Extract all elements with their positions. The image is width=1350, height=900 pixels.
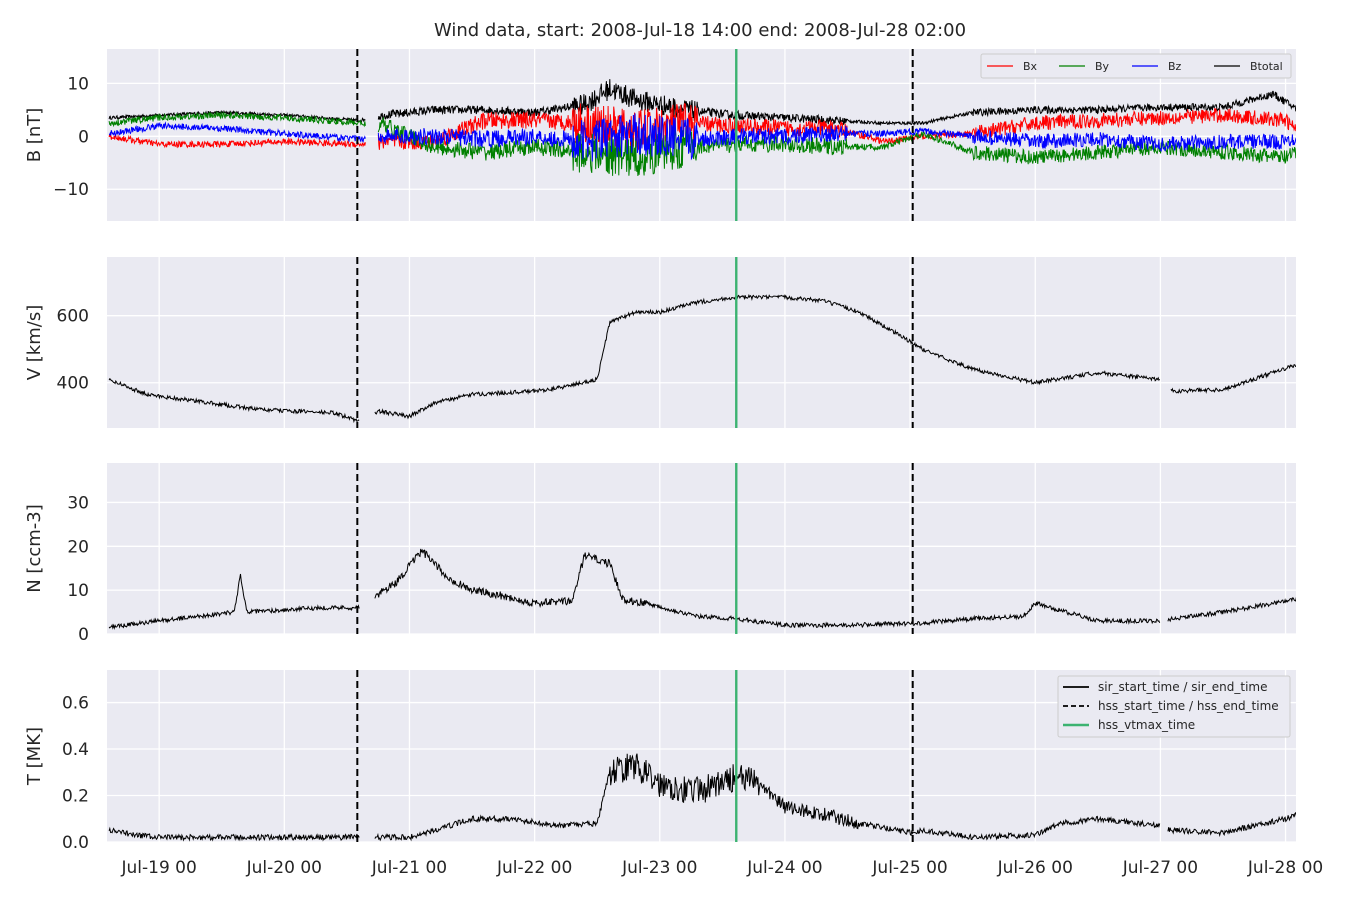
y-tick-label: 0.4	[62, 740, 89, 760]
series-bx-line	[108, 102, 1296, 150]
y-tick-label: 10	[67, 74, 89, 94]
series-v-line	[108, 293, 1296, 424]
series-n-line	[108, 548, 1296, 630]
legend-label: hss_vtmax_time	[1098, 718, 1195, 732]
y-tick-label: 20	[67, 537, 89, 557]
plot-background	[107, 257, 1296, 428]
y-tick-label: 10	[67, 581, 89, 601]
x-tick-label: Jul-27 00	[1122, 858, 1198, 878]
x-tick-label: Jul-26 00	[997, 858, 1073, 878]
y-tick-label: 0.2	[62, 787, 89, 807]
y-tick-label: 600	[57, 307, 89, 327]
legend-frame	[1057, 675, 1291, 738]
y-tick-label: 0	[78, 127, 89, 147]
series-bz-line	[108, 113, 1296, 162]
y-tick-label: 400	[57, 374, 89, 394]
legend-label: Btotal	[1250, 60, 1283, 73]
y-axis-label: T [MK]	[24, 727, 45, 786]
y-axis-label: N [ccm-3]	[24, 504, 45, 593]
legend-label: hss_start_time / hss_end_time	[1098, 699, 1279, 713]
x-tick-label: Jul-19 00	[120, 858, 196, 878]
series-t-line	[108, 753, 1296, 842]
y-tick-label: 0.6	[62, 694, 89, 714]
legend-label: Bz	[1168, 60, 1182, 73]
x-tick-label: Jul-24 00	[746, 858, 822, 878]
legend-label: By	[1095, 60, 1110, 73]
y-axis-label: B [nT]	[24, 108, 45, 163]
legend-b: Bx By Bz Btotal	[980, 53, 1292, 79]
y-tick-label: −10	[53, 180, 89, 200]
x-tick-label: Jul-22 00	[496, 858, 572, 878]
chart-title: Wind data, start: 2008-Jul-18 14:00 end:…	[434, 20, 966, 41]
y-tick-label: 30	[67, 493, 89, 513]
x-tick-label: Jul-28 00	[1247, 858, 1323, 878]
legend-label: sir_start_time / sir_end_time	[1098, 680, 1268, 694]
x-tick-label: Jul-23 00	[621, 858, 697, 878]
x-tick-label: Jul-20 00	[246, 858, 322, 878]
series-btotal-line	[108, 79, 1296, 127]
y-axis-label: V [km/s]	[24, 305, 45, 380]
y-tick-label: 0.0	[62, 833, 89, 853]
x-tick-label: Jul-25 00	[871, 858, 947, 878]
panel-V: 600 400 V [km/s]	[24, 257, 1296, 428]
x-tick-label: Jul-21 00	[371, 858, 447, 878]
panel-N: 30 20 10 0 N [ccm-3]	[24, 463, 1296, 645]
plot-background	[107, 463, 1296, 634]
legend-label: Bx	[1023, 60, 1038, 73]
y-tick-label: 0	[78, 625, 89, 645]
legend-t: sir_start_time / sir_end_time hss_start_t…	[1057, 675, 1291, 738]
